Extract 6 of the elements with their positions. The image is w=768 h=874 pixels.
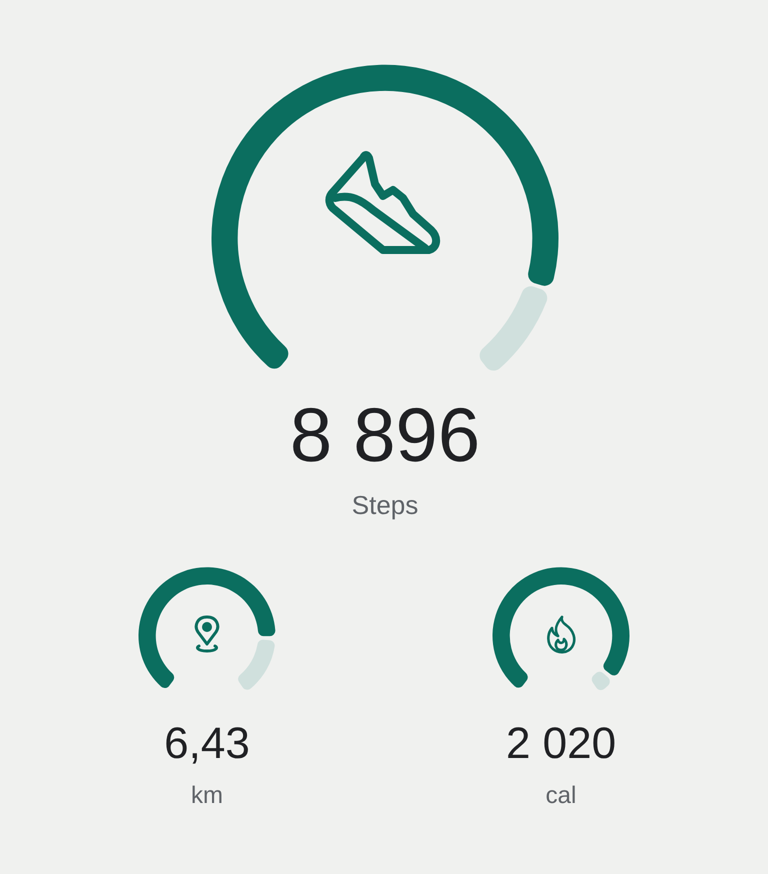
text: 2 020 bbox=[504, 718, 618, 770]
text: 6,43 bbox=[163, 718, 251, 770]
text: Steps bbox=[350, 490, 420, 522]
text: km bbox=[190, 782, 224, 811]
text: 8 896 bbox=[288, 392, 482, 480]
text: cal bbox=[544, 782, 578, 811]
